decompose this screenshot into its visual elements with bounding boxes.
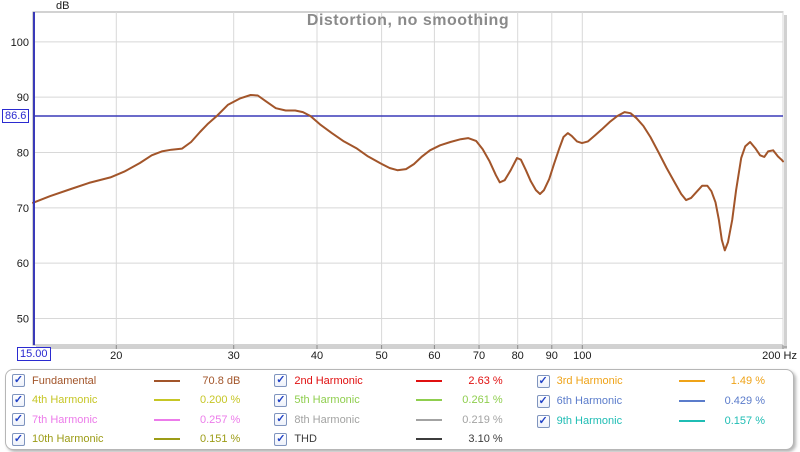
trace-value: 0.151 % bbox=[199, 433, 241, 446]
trace-color-swatch bbox=[678, 400, 705, 402]
trace-value: 0.200 % bbox=[199, 394, 241, 407]
trace-value: 0.157 % bbox=[724, 415, 765, 427]
trace-value: 0.261 % bbox=[462, 394, 503, 407]
legend-item-3rd-harmonic: ✓ 3rd Harmonic 1.49 % bbox=[531, 371, 793, 391]
legend-column-1: ✓ Fundamental 70.8 dB ✓ 4th Harmonic 0.200 % ✓… bbox=[6, 371, 268, 449]
y-tick-label: 50 bbox=[17, 313, 29, 325]
x-tick-label: 20 bbox=[110, 350, 122, 362]
trace-value: 3.10 % bbox=[468, 433, 503, 446]
trace-checkbox[interactable]: ✓ bbox=[12, 393, 25, 407]
trace-label: 3rd Harmonic bbox=[556, 375, 623, 387]
trace-checkbox[interactable]: ✓ bbox=[274, 432, 288, 446]
legend-item-2nd-harmonic: ✓ 2nd Harmonic 2.63 % bbox=[268, 371, 530, 391]
trace-color-swatch bbox=[154, 379, 180, 382]
chart-title: Distortion, no smoothing bbox=[306, 12, 510, 29]
trace-label: 2nd Harmonic bbox=[294, 374, 363, 387]
trace-value: 1.49 % bbox=[730, 375, 765, 387]
legend-item-7th-harmonic: ✓ 7th Harmonic 0.257 % bbox=[6, 410, 268, 430]
trace-color-swatch bbox=[154, 438, 180, 441]
legend-item-fundamental: ✓ Fundamental 70.8 dB bbox=[6, 371, 268, 391]
y-tick-label: 70 bbox=[17, 203, 29, 215]
legend-column-3: ✓ 3rd Harmonic 1.49 % ✓ 6th Harmonic 0.429 % ✓… bbox=[531, 371, 793, 449]
plot-shadow-right bbox=[784, 15, 787, 348]
x-tick-label: 70 bbox=[473, 350, 485, 362]
legend-item-6th-harmonic: ✓ 6th Harmonic 0.429 % bbox=[531, 391, 793, 411]
trace-value: 0.219 % bbox=[462, 413, 503, 426]
x-tick-label: 100 bbox=[573, 350, 591, 362]
trace-color-swatch bbox=[154, 418, 180, 421]
trace-color-swatch bbox=[416, 399, 443, 402]
legend-item-5th-harmonic: ✓ 5th Harmonic 0.261 % bbox=[268, 391, 530, 411]
trace-label: 5th Harmonic bbox=[294, 394, 360, 407]
y-tick-label: 100 bbox=[11, 37, 29, 49]
x-tick-label: 30 bbox=[228, 350, 240, 362]
trace-checkbox[interactable]: ✓ bbox=[536, 394, 550, 408]
legend-panel: ✓ Fundamental 70.8 dB ✓ 4th Harmonic 0.200 % ✓… bbox=[5, 369, 794, 450]
trace-label: 4th Harmonic bbox=[32, 394, 98, 407]
trace-label: 6th Harmonic bbox=[556, 395, 623, 407]
plot-shadow-bottom bbox=[36, 346, 787, 349]
distortion-graph: 100 90 80 70 60 50 20 30 40 50 60 70 80 90 100 200 Hz bbox=[11, 11, 797, 362]
trace-checkbox[interactable]: ✓ bbox=[274, 393, 288, 407]
trace-checkbox[interactable]: ✓ bbox=[536, 414, 550, 428]
trace-label: 10th Harmonic bbox=[32, 433, 104, 446]
x-tick-label: 60 bbox=[428, 350, 440, 362]
legend-item-thd: ✓ THD 3.10 % bbox=[268, 430, 530, 450]
trace-label: 8th Harmonic bbox=[294, 413, 360, 426]
trace-label: Fundamental bbox=[32, 374, 97, 387]
trace-color-swatch bbox=[154, 399, 180, 402]
trace-value: 70.8 dB bbox=[202, 374, 241, 387]
x-tick-label: 80 bbox=[512, 350, 524, 362]
trace-checkbox[interactable]: ✓ bbox=[536, 374, 550, 388]
trace-color-swatch bbox=[416, 418, 443, 421]
x-tick-label: 40 bbox=[311, 350, 323, 362]
y-tick-label: 80 bbox=[17, 148, 29, 160]
trace-label: THD bbox=[294, 433, 317, 446]
trace-checkbox[interactable]: ✓ bbox=[12, 413, 25, 427]
legend-item-10th-harmonic: ✓ 10th Harmonic 0.151 % bbox=[6, 430, 268, 450]
trace-checkbox[interactable]: ✓ bbox=[12, 432, 25, 446]
trace-color-swatch bbox=[416, 438, 443, 441]
trace-checkbox[interactable]: ✓ bbox=[274, 413, 288, 427]
x-tick-label: 200 Hz bbox=[762, 350, 797, 362]
cursor-frequency-readout[interactable]: 15.00 bbox=[17, 347, 51, 361]
trace-color-swatch bbox=[416, 379, 443, 382]
y-tick-label: 60 bbox=[17, 258, 29, 270]
legend-item-8th-harmonic: ✓ 8th Harmonic 0.219 % bbox=[268, 410, 530, 430]
trace-color-swatch bbox=[678, 380, 705, 382]
legend-item-9th-harmonic: ✓ 9th Harmonic 0.157 % bbox=[531, 411, 793, 431]
trace-value: 2.63 % bbox=[468, 374, 503, 387]
x-tick-label: 50 bbox=[375, 350, 387, 362]
plot-area[interactable] bbox=[32, 11, 784, 346]
trace-value: 0.257 % bbox=[199, 413, 241, 426]
legend-column-2: ✓ 2nd Harmonic 2.63 % ✓ 5th Harmonic 0.261 % ✓… bbox=[268, 371, 530, 449]
trace-label: 7th Harmonic bbox=[32, 413, 98, 426]
x-tick-label: 90 bbox=[546, 350, 558, 362]
y-axis-unit-label: dB bbox=[56, 0, 70, 12]
trace-value: 0.429 % bbox=[724, 395, 765, 407]
legend-item-4th-harmonic: ✓ 4th Harmonic 0.200 % bbox=[6, 391, 268, 411]
trace-checkbox[interactable]: ✓ bbox=[274, 374, 288, 388]
trace-checkbox[interactable]: ✓ bbox=[12, 374, 25, 388]
trace-color-swatch bbox=[678, 420, 705, 422]
trace-label: 9th Harmonic bbox=[556, 415, 623, 427]
y-tick-label: 90 bbox=[17, 92, 29, 104]
fundamental-curve bbox=[32, 94, 784, 252]
cursor-db-readout[interactable]: 86.6 bbox=[2, 109, 30, 123]
